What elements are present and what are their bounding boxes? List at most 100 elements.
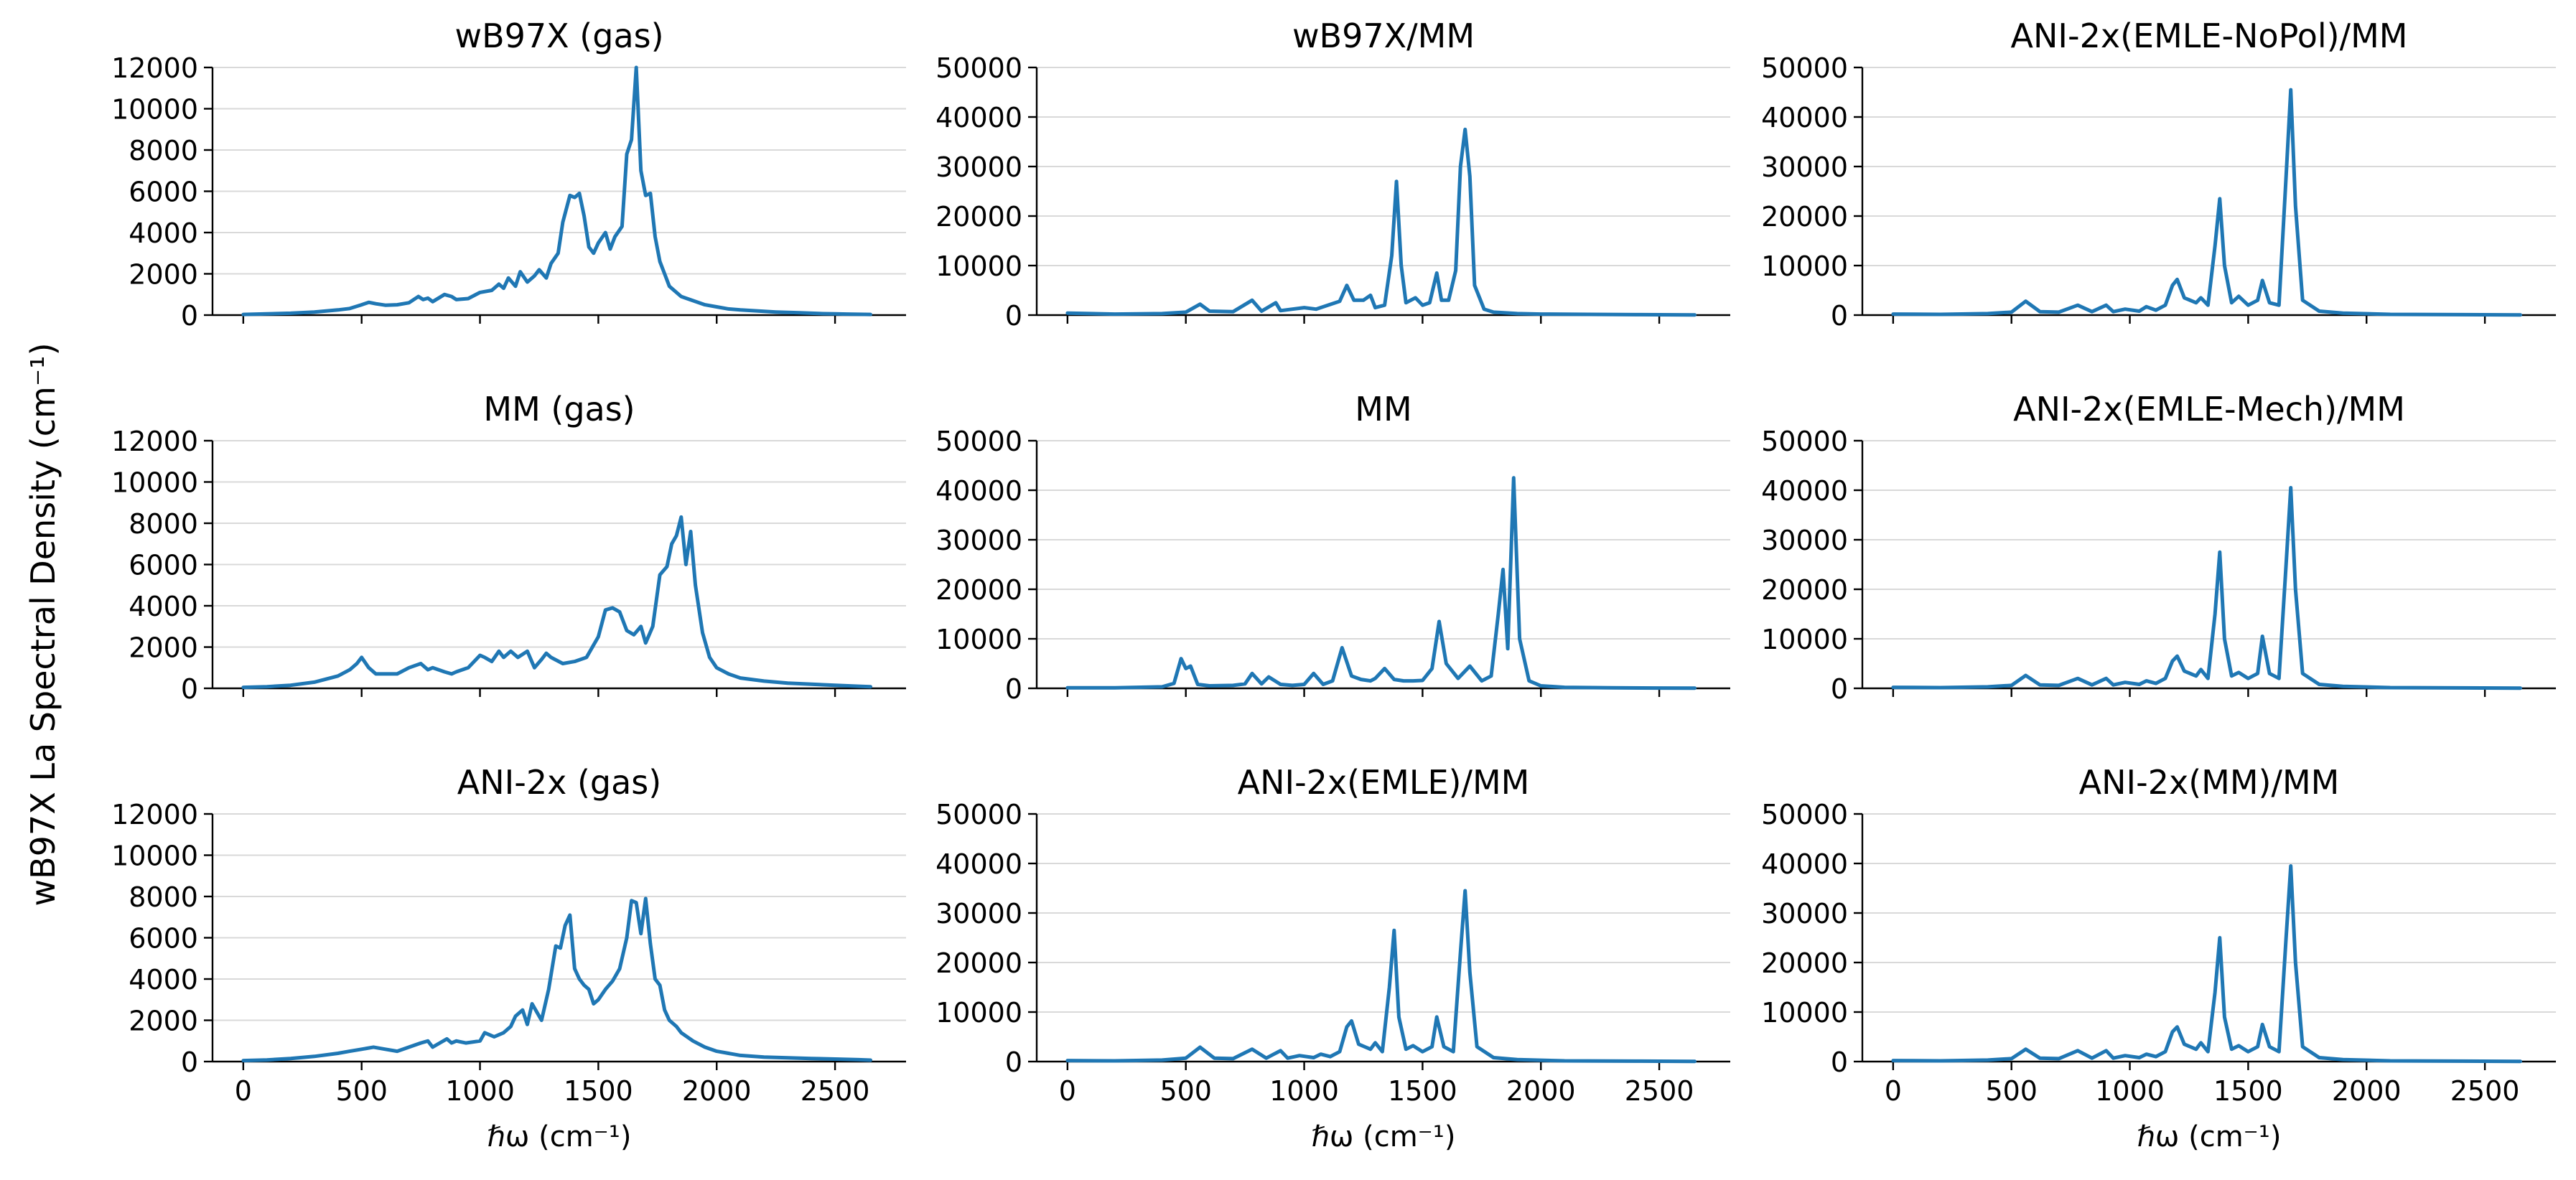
spectrum-line [1891, 88, 2522, 317]
y-tick-label: 40000 [935, 102, 1022, 134]
y-tick-label: 8000 [129, 508, 198, 540]
y-tick-label: 30000 [935, 151, 1022, 183]
x-tick-label: 1500 [2213, 1075, 2283, 1107]
y-tick-label: 20000 [935, 574, 1022, 606]
subplot-title: ANI-2x (gas) [457, 763, 661, 802]
y-tick-label: 20000 [935, 201, 1022, 233]
subplot-title: ANI-2x(EMLE-Mech)/MM [2013, 390, 2405, 429]
x-tick-label: 500 [335, 1075, 388, 1107]
y-tick-label: 10000 [1761, 250, 1848, 282]
subplot-title: MM (gas) [483, 390, 635, 429]
y-tick-label: 30000 [935, 525, 1022, 556]
y-tick-label: 10000 [111, 94, 198, 126]
x-axis-label: ℏω (cm⁻¹) [1312, 1120, 1456, 1153]
y-tick-label: 50000 [1761, 799, 1848, 830]
x-tick-label: 500 [1159, 1075, 1212, 1107]
y-tick-label: 10000 [1761, 624, 1848, 655]
y-tick-label: 8000 [129, 881, 198, 913]
x-tick-label: 0 [1059, 1075, 1076, 1107]
x-tick-label: 1000 [445, 1075, 515, 1107]
subplot-4: 0 2000 4000 6000 8000 10000 12000 MM (gas) [111, 390, 906, 705]
subplot-6: 0 10000 20000 30000 40000 50000 ANI-2x(EMLE-Me… [1761, 390, 2556, 705]
y-tick-label: 40000 [1761, 102, 1848, 134]
subplot-title: wB97X/MM [1292, 17, 1475, 55]
y-tick-label: 40000 [1761, 848, 1848, 880]
y-tick-label: 50000 [1761, 52, 1848, 84]
y-tick-label: 50000 [935, 799, 1022, 830]
y-tick-label: 30000 [1761, 525, 1848, 556]
y-tick-label: 0 [1005, 673, 1022, 705]
x-tick-label: 0 [1885, 1075, 1902, 1107]
subplot-title: wB97X (gas) [454, 17, 663, 55]
y-tick-label: 2000 [129, 632, 198, 664]
subplot-title: ANI-2x(EMLE-NoPol)/MM [2011, 17, 2408, 55]
y-tick-label: 20000 [1761, 201, 1848, 233]
y-tick-label: 0 [181, 673, 198, 705]
y-tick-label: 4000 [129, 964, 198, 996]
y-tick-label: 6000 [129, 550, 198, 581]
y-tick-label: 2000 [129, 1006, 198, 1037]
y-tick-label: 12000 [111, 426, 198, 457]
y-tick-label: 0 [1831, 300, 1848, 332]
x-axis-label: ℏω (cm⁻¹) [2137, 1120, 2282, 1153]
figure-y-axis-label: wB97X La Spectral Density (cm⁻¹) [24, 342, 62, 906]
y-tick-label: 6000 [129, 177, 198, 208]
y-tick-label: 20000 [935, 947, 1022, 979]
x-tick-label: 2000 [1506, 1075, 1576, 1107]
x-tick-label: 2000 [2332, 1075, 2402, 1107]
y-tick-label: 6000 [129, 923, 198, 955]
spectrum-line [241, 65, 872, 317]
y-tick-label: 40000 [935, 848, 1022, 880]
y-tick-label: 12000 [111, 799, 198, 830]
x-tick-label: 1500 [564, 1075, 633, 1107]
y-tick-label: 20000 [1761, 574, 1848, 606]
y-tick-label: 50000 [935, 426, 1022, 457]
y-tick-label: 12000 [111, 52, 198, 84]
subplot-9: 0 10000 20000 30000 40000 50000 0 500 1000 1500 20… [1761, 763, 2556, 1153]
subplot-5: 0 10000 20000 30000 40000 50000 MM [935, 390, 1730, 705]
y-tick-label: 10000 [1761, 997, 1848, 1029]
subplot-2: 0 10000 20000 30000 40000 50000 wB97X/MM [935, 17, 1730, 332]
y-tick-label: 0 [1831, 673, 1848, 705]
subplot-3: 0 10000 20000 30000 40000 50000 ANI-2x(EMLE-No… [1761, 17, 2556, 332]
y-tick-label: 10000 [935, 250, 1022, 282]
subplot-title: MM [1355, 390, 1411, 429]
y-tick-label: 0 [1831, 1046, 1848, 1078]
x-tick-label: 0 [235, 1075, 252, 1107]
y-tick-label: 0 [1005, 300, 1022, 332]
y-tick-label: 2000 [129, 259, 198, 291]
x-tick-label: 2500 [2450, 1075, 2520, 1107]
y-tick-label: 10000 [935, 624, 1022, 655]
y-tick-label: 4000 [129, 217, 198, 249]
x-tick-label: 2500 [801, 1075, 870, 1107]
y-tick-label: 20000 [1761, 947, 1848, 979]
y-tick-label: 50000 [935, 52, 1022, 84]
y-tick-label: 40000 [1761, 475, 1848, 507]
y-tick-label: 50000 [1761, 426, 1848, 457]
y-tick-label: 10000 [111, 840, 198, 872]
subplot-8: 0 10000 20000 30000 40000 50000 0 500 1000 1500 20… [935, 763, 1730, 1153]
spectrum-line [241, 515, 872, 690]
spectrum-line [1065, 476, 1697, 690]
x-tick-label: 2500 [1625, 1075, 1694, 1107]
spectrum-line [1891, 486, 2522, 690]
subplot-title: ANI-2x(EMLE)/MM [1238, 763, 1530, 802]
spectrum-line [241, 896, 872, 1063]
x-tick-label: 1500 [1388, 1075, 1457, 1107]
x-axis-label: ℏω (cm⁻¹) [487, 1120, 632, 1153]
y-tick-label: 30000 [935, 898, 1022, 930]
x-tick-label: 500 [1985, 1075, 2038, 1107]
y-tick-label: 0 [1005, 1046, 1022, 1078]
spectrum-line [1065, 889, 1697, 1064]
y-tick-label: 30000 [1761, 898, 1848, 930]
y-tick-label: 30000 [1761, 151, 1848, 183]
y-tick-label: 0 [181, 1046, 198, 1078]
y-tick-label: 8000 [129, 135, 198, 167]
y-tick-label: 40000 [935, 475, 1022, 507]
y-tick-label: 4000 [129, 591, 198, 622]
y-tick-label: 0 [181, 300, 198, 332]
x-tick-label: 1000 [2095, 1075, 2165, 1107]
x-tick-label: 2000 [682, 1075, 752, 1107]
